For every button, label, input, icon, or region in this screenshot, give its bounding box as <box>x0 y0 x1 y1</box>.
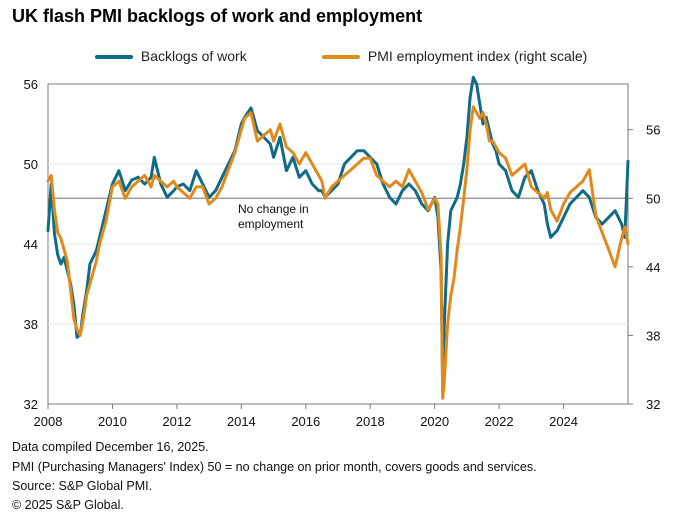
x-tick-label-2012: 2012 <box>162 414 191 429</box>
right-tick-label-56: 56 <box>646 123 660 138</box>
x-tick-label-2022: 2022 <box>485 414 514 429</box>
x-tick-label-2016: 2016 <box>291 414 320 429</box>
line-chart: 32 38 44 50 56 32 38 44 50 56 2008 2010 2012 2014 2016… <box>24 75 661 429</box>
left-tick-label-44: 44 <box>24 237 38 252</box>
x-tick-label-2018: 2018 <box>356 414 385 429</box>
x-tick-label-2014: 2014 <box>227 414 256 429</box>
left-tick-label-50: 50 <box>24 157 38 172</box>
gridlines <box>48 163 628 325</box>
reference-annotation-line2: employment <box>238 217 304 231</box>
series-lines <box>46 75 630 400</box>
legend-label-backlogs: Backlogs of work <box>140 48 247 64</box>
series-line-employment <box>46 105 630 400</box>
footnote-compiled: Data compiled December 16, 2025. <box>12 440 209 454</box>
chart-title: UK flash PMI backlogs of work and employ… <box>12 6 423 26</box>
legend-label-employment: PMI employment index (right scale) <box>367 48 588 64</box>
series-line-backlogs <box>46 75 630 393</box>
left-tick-label-56: 56 <box>24 77 38 92</box>
x-tick-label-2020: 2020 <box>420 414 449 429</box>
legend-item-backlogs: Backlogs of work <box>95 48 247 64</box>
right-tick-label-38: 38 <box>646 328 660 343</box>
footnote-copyright: © 2025 S&P Global. <box>12 498 124 512</box>
axis-ticks: 32 38 44 50 56 32 38 44 50 56 2008 2010 2012 2014 2016… <box>24 77 661 429</box>
x-tick-label-2010: 2010 <box>98 414 127 429</box>
left-tick-label-32: 32 <box>24 397 38 412</box>
legend-swatch-employment <box>322 55 360 60</box>
right-tick-label-50: 50 <box>646 191 660 206</box>
x-tick-label-2024: 2024 <box>549 414 578 429</box>
left-tick-label-38: 38 <box>24 317 38 332</box>
footnote-definition: PMI (Purchasing Managers' Index) 50 = no… <box>12 460 537 474</box>
footnote-source: Source: S&P Global PMI. <box>12 479 153 493</box>
right-tick-label-32: 32 <box>646 397 660 412</box>
x-tick-label-2008: 2008 <box>34 414 63 429</box>
reference-annotation-line1: No change in <box>238 202 309 216</box>
legend-item-employment: PMI employment index (right scale) <box>322 48 587 64</box>
legend-swatch-backlogs <box>95 55 133 60</box>
right-tick-label-44: 44 <box>646 260 660 275</box>
